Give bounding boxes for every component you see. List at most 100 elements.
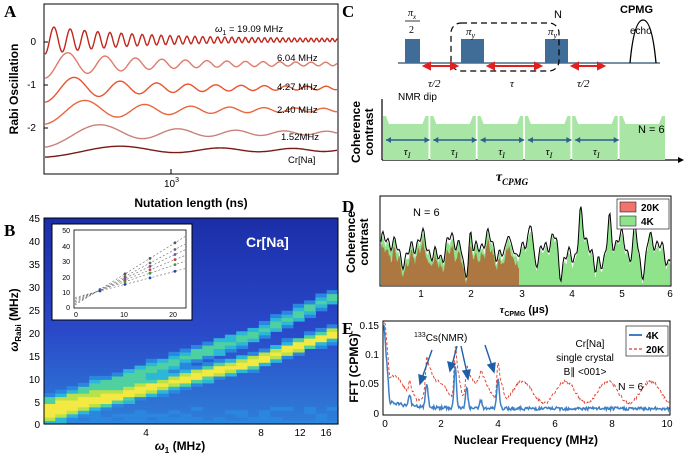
heatmap-cell (213, 341, 226, 346)
heatmap-cell (179, 379, 192, 384)
heatmap-cell (123, 420, 136, 425)
heatmap-cell (213, 362, 226, 367)
heatmap-cell (111, 375, 124, 380)
heatmap-cell (224, 341, 237, 346)
heatmap-cell (326, 324, 339, 329)
heatmap-cell (44, 403, 56, 408)
heatmap-cell (258, 348, 271, 353)
heatmap-cell (111, 382, 124, 387)
heatmap-cell (270, 355, 283, 360)
heatmap-cell (66, 417, 79, 422)
heatmap-cell (315, 297, 328, 301)
heatmap-cell (258, 331, 271, 336)
inset-point (173, 253, 177, 256)
heatmap-cell (55, 417, 68, 422)
a-trace-label: 4.27 MHz (277, 82, 318, 93)
heatmap-cell (89, 386, 102, 391)
e-xtick-label: 10 (661, 419, 673, 430)
heatmap-cell (270, 417, 283, 422)
heatmap-cell (236, 355, 249, 360)
heatmap-cell (157, 420, 169, 425)
coherence-segment (477, 116, 524, 160)
rabi-trace (44, 145, 338, 158)
d-legend: 20K 4K (616, 198, 670, 230)
heatmap-cell (292, 317, 305, 322)
heatmap-cell (66, 386, 79, 391)
heatmap-cell (111, 379, 124, 384)
heatmap-cell (191, 420, 203, 425)
e-peak-arrows (418, 344, 496, 386)
arrow-head (461, 369, 471, 381)
heatmap-cell (89, 417, 102, 422)
heatmap-cell (270, 324, 283, 329)
b-ytick-label: 5 (34, 398, 40, 409)
heatmap-cell (213, 369, 226, 374)
heatmap-cell (281, 345, 294, 349)
arrow-head (527, 137, 533, 143)
inset-point (173, 269, 177, 273)
a-ytick-label: -1 (27, 80, 36, 91)
arrow-head (424, 137, 430, 143)
heatmap-cell (304, 410, 316, 415)
pi-y-pulse (461, 39, 484, 63)
e-legend-box (625, 325, 669, 357)
heatmap-cell (89, 393, 102, 398)
heatmap-cell (315, 334, 328, 339)
heatmap-cell (281, 324, 294, 329)
heatmap-cell (191, 348, 203, 353)
c-ylabel-1: Coherence (349, 101, 363, 163)
e-ytick-label: 0.15 (360, 321, 380, 332)
d-xtick-label: 2 (468, 289, 474, 300)
heatmap-cell (236, 410, 249, 415)
heatmap-cell (304, 310, 316, 315)
heatmap-cell (247, 355, 260, 360)
arrow-head (433, 137, 439, 143)
heatmap-cell (145, 358, 158, 363)
b-xtick-label: 8 (258, 428, 264, 439)
arrow-head (575, 137, 581, 143)
c-ylabel-2: contrast (362, 108, 376, 155)
inset-point (173, 258, 177, 261)
heatmap-cell (236, 369, 249, 374)
arrow-head (447, 361, 457, 373)
heatmap-cell (236, 420, 249, 425)
inset-fit-lines (74, 236, 186, 306)
b-ytick-label: 35 (29, 260, 41, 271)
heatmap-cell (55, 400, 68, 404)
heatmap-cell (134, 410, 147, 415)
heatmap-cell (304, 406, 316, 411)
heatmap-cell (111, 413, 124, 418)
heatmap-cell (89, 389, 102, 394)
heatmap-cell (145, 379, 158, 384)
inset-point (148, 276, 152, 280)
e-xtick-label: 6 (552, 419, 558, 430)
heatmap-cell (258, 413, 271, 418)
heatmap-cell (258, 321, 271, 325)
b-ytick-label: 40 (29, 237, 41, 248)
arrow-peak-1 (421, 349, 433, 379)
arrow-head (485, 61, 495, 71)
b-ytick-label: 15 (29, 352, 41, 363)
heatmap-cell (213, 338, 226, 343)
pi-y-label: πy (466, 26, 476, 40)
heatmap-cell (315, 331, 328, 336)
heatmap-cell (145, 382, 158, 387)
heatmap-cell (224, 334, 237, 339)
heatmap-cell (100, 400, 113, 404)
heatmap-cell (89, 403, 102, 408)
heatmap-cell (168, 351, 181, 356)
heatmap-cell (247, 331, 260, 336)
heatmap-cell (168, 355, 181, 360)
heatmap-cell (304, 338, 316, 343)
heatmap-cell (258, 334, 271, 339)
heatmap-cell (304, 331, 316, 336)
heatmap-cell (66, 389, 79, 394)
panel-b: B 45 40 35 30 25 20 15 10 5 0 4 8 12 16 … (4, 214, 339, 455)
heatmap-cell (89, 382, 102, 387)
heatmap-cell (236, 365, 249, 370)
heatmap-cell (326, 334, 339, 339)
heatmap-cell (236, 413, 249, 418)
heatmap-cell (111, 403, 124, 408)
panel-b-letter: B (4, 221, 15, 240)
heatmap-cell (258, 410, 271, 415)
